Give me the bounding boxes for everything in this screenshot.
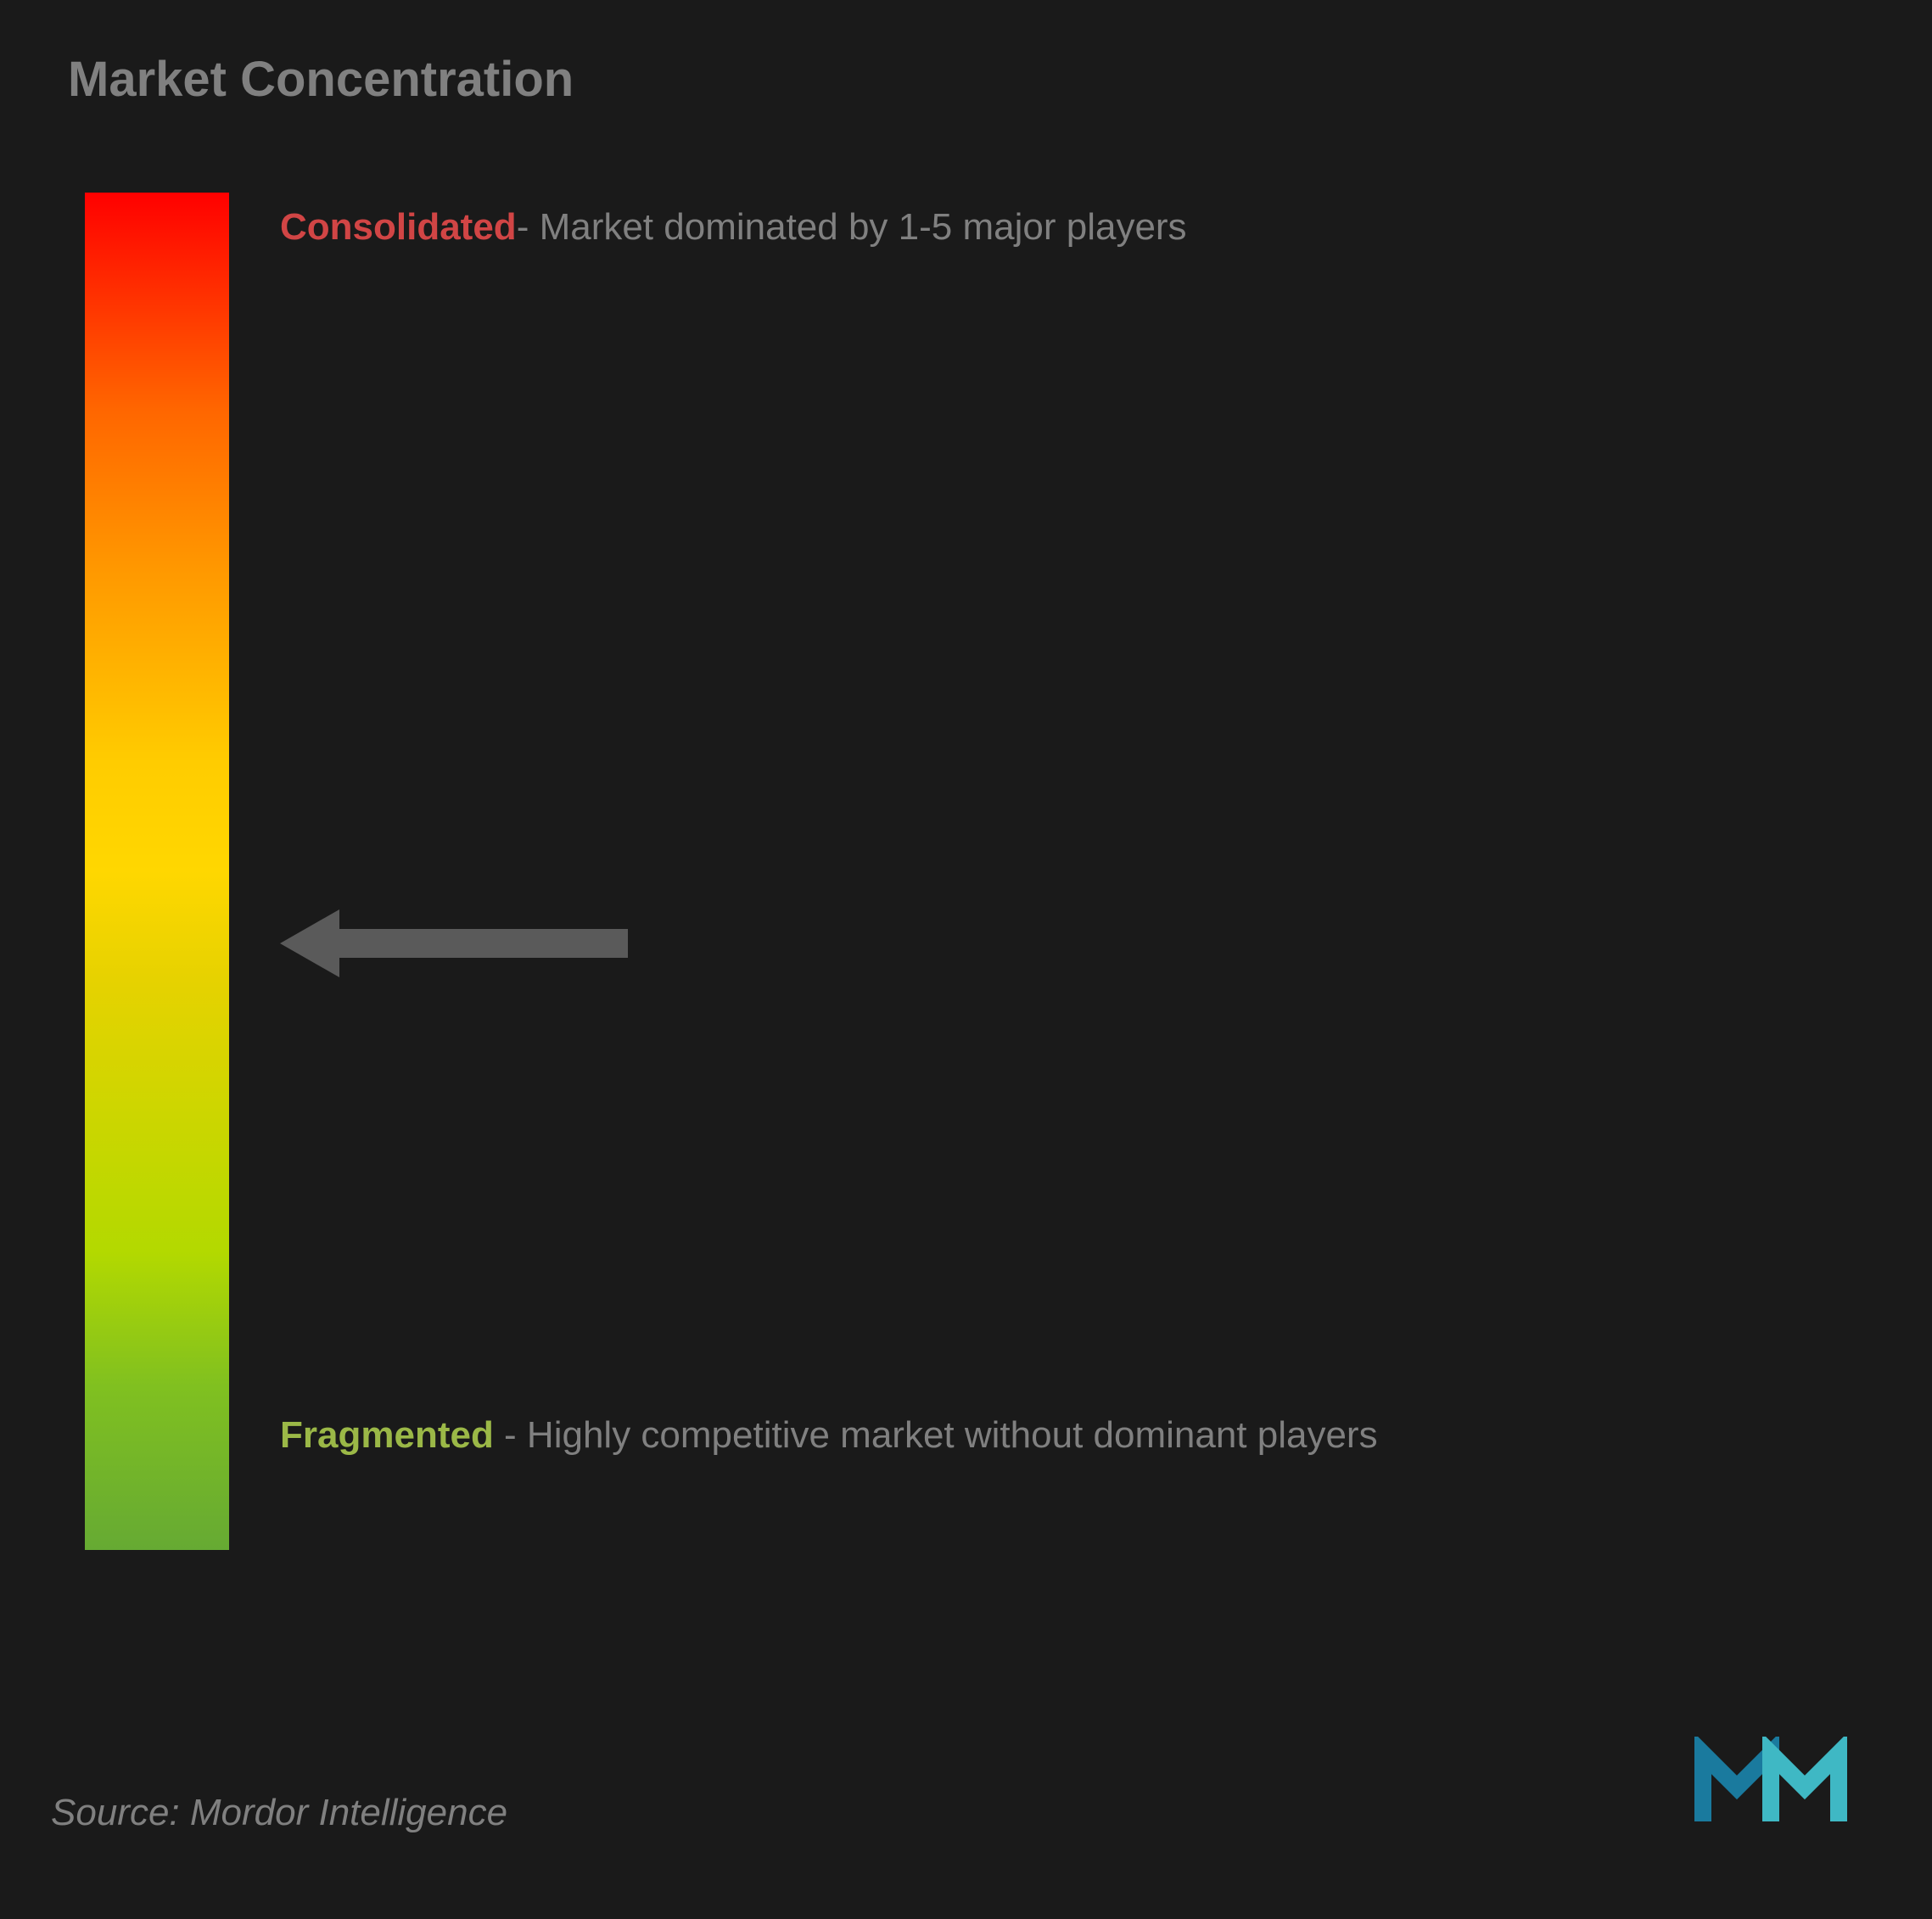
labels-container: Consolidated- Market dominated by 1-5 ma… xyxy=(280,193,1881,1635)
source-text: Mordor Intelligence xyxy=(190,1792,507,1833)
concentration-gradient-bar xyxy=(85,193,229,1550)
page-title: Market Concentration xyxy=(68,51,1881,108)
diagram-content: Consolidated- Market dominated by 1-5 ma… xyxy=(85,193,1881,1635)
mordor-logo-icon xyxy=(1694,1737,1847,1843)
consolidated-description: - Market dominated by 1-5 major players xyxy=(517,206,1187,248)
source-label: Source: xyxy=(51,1792,190,1833)
consolidated-term: Consolidated xyxy=(280,206,517,248)
source-attribution: Source: Mordor Intelligence xyxy=(51,1792,507,1834)
position-indicator-arrow xyxy=(280,905,636,986)
fragmented-label: Fragmented - Highly competitive market w… xyxy=(280,1406,1378,1465)
fragmented-term: Fragmented xyxy=(280,1414,494,1456)
fragmented-description: - Highly competitive market without domi… xyxy=(494,1414,1378,1456)
consolidated-label: Consolidated- Market dominated by 1-5 ma… xyxy=(280,201,1187,254)
